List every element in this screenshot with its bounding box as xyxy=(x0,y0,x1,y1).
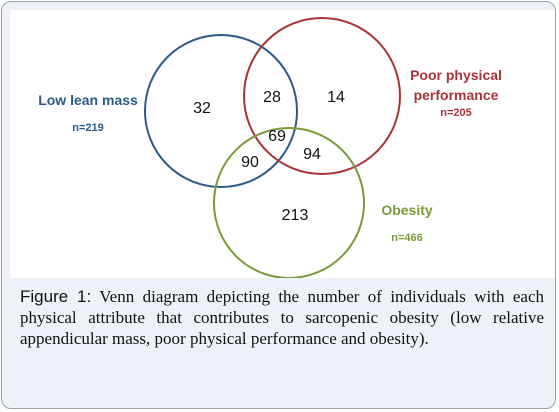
region-poor-performance-and-obesity: 94 xyxy=(303,146,321,163)
caption-text: Venn diagram depicting the number of ind… xyxy=(20,287,544,348)
region-all-three: 69 xyxy=(268,128,286,145)
label-poor-physical-performance-line2: performance xyxy=(414,87,499,103)
n-low-lean-mass: n=219 xyxy=(72,122,104,134)
region-low-lean-mass-only: 32 xyxy=(193,100,211,117)
venn-diagram: 32 28 14 69 90 94 213 Low lean mass n=21… xyxy=(38,17,502,278)
circle-low-lean-mass xyxy=(144,34,298,188)
region-low-lean-mass-and-obesity: 90 xyxy=(241,154,259,171)
label-low-lean-mass: Low lean mass xyxy=(38,92,138,108)
label-poor-physical-performance-line1: Poor physical xyxy=(410,67,502,83)
venn-diagram-panel: 32 28 14 69 90 94 213 Low lean mass n=21… xyxy=(10,10,555,278)
region-poor-performance-only: 14 xyxy=(327,89,345,106)
circle-poor-physical-performance xyxy=(243,17,401,175)
region-obesity-only: 213 xyxy=(282,207,309,224)
label-obesity: Obesity xyxy=(381,202,433,218)
n-obesity: n=466 xyxy=(391,232,423,244)
n-poor-physical-performance: n=205 xyxy=(440,107,472,119)
circle-obesity xyxy=(213,127,365,278)
region-low-lean-mass-and-poor-performance: 28 xyxy=(263,89,281,106)
figure-caption: Figure 1: Venn diagram depicting the num… xyxy=(20,286,544,349)
caption-label: Figure 1: xyxy=(20,287,92,306)
